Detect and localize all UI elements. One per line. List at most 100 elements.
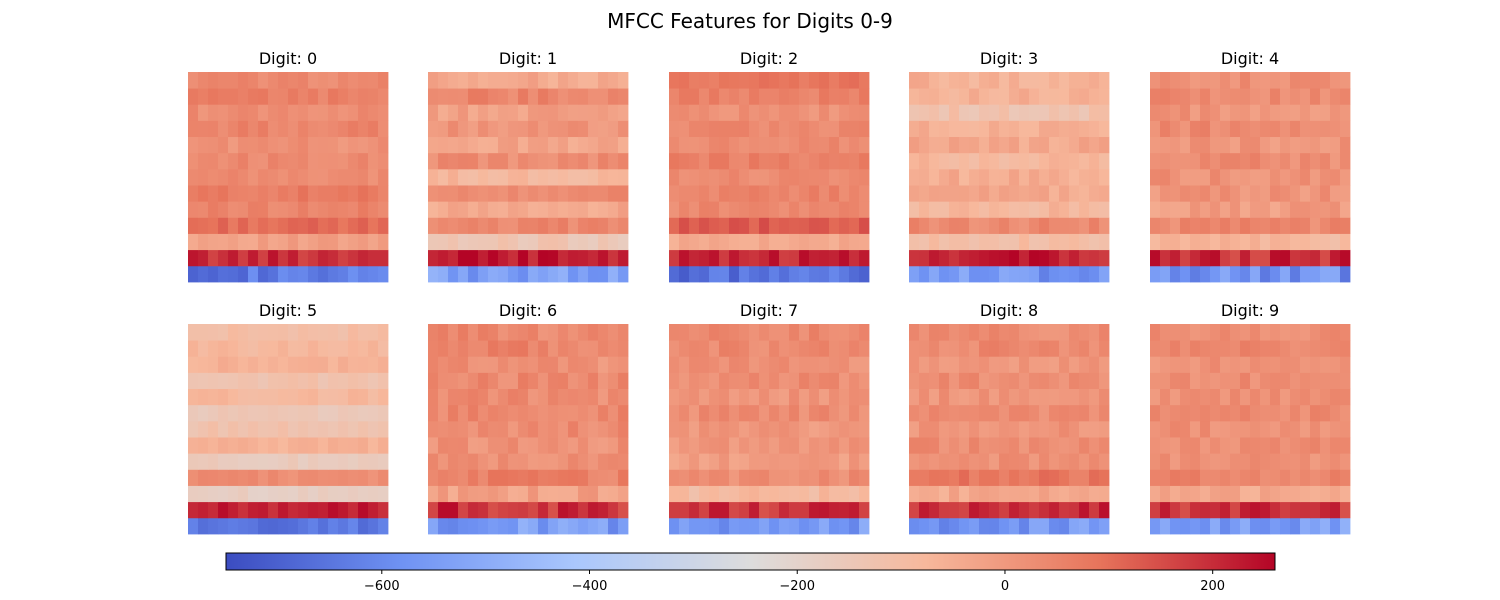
heatmap-cell [1160, 469, 1171, 486]
heatmap-cell [719, 453, 730, 470]
heatmap-cell [709, 185, 720, 202]
heatmap-cell [428, 340, 439, 357]
heatmap-cell [959, 104, 970, 121]
heatmap-cell [759, 152, 770, 170]
heatmap-cell [278, 517, 289, 535]
heatmap-cell [1059, 437, 1070, 454]
heatmap-cell [839, 437, 850, 454]
heatmap-cell [428, 88, 439, 105]
heatmap-cell [779, 485, 790, 503]
heatmap-cell [1240, 501, 1251, 519]
heatmap-cell [1250, 404, 1261, 422]
heatmap-cell [1230, 249, 1241, 267]
heatmap-cell [578, 233, 589, 251]
heatmap-cell [729, 88, 740, 105]
heatmap-cell [1230, 485, 1241, 503]
heatmap-cell [1069, 372, 1080, 390]
heatmap-cell [1099, 185, 1110, 202]
heatmap-cell [1240, 201, 1251, 218]
heatmap-cell [1019, 233, 1030, 251]
heatmap-cell [979, 340, 990, 357]
heatmap-cell [1160, 485, 1171, 503]
heatmap-cell [558, 233, 569, 251]
heatmap-cell [1039, 72, 1050, 89]
heatmap-cell [618, 340, 629, 357]
heatmap-cell [1210, 372, 1221, 390]
heatmap-cell [508, 136, 519, 154]
heatmap-cell [1039, 265, 1050, 283]
heatmap-cell [358, 501, 369, 519]
heatmap-cell [669, 265, 680, 283]
heatmap-cell [969, 88, 980, 105]
heatmap-cell [298, 517, 309, 535]
heatmap-cell [1260, 324, 1271, 341]
heatmap-cell [1029, 217, 1040, 234]
heatmap-cell [929, 437, 940, 454]
heatmap-cell [498, 265, 509, 283]
heatmap-cell [729, 265, 740, 283]
heatmap-cell [498, 104, 509, 121]
heatmap-cell [188, 517, 199, 535]
heatmap-cell [1280, 265, 1291, 283]
heatmap-cell [548, 168, 559, 186]
heatmap-cell [779, 356, 790, 373]
heatmap-cell [1290, 201, 1301, 218]
heatmap-cell [208, 104, 219, 121]
heatmap-cell [468, 136, 479, 154]
heatmap-cell [368, 136, 379, 154]
heatmap-cell [468, 152, 479, 170]
heatmap-cell [1089, 388, 1100, 406]
heatmap-cell [689, 517, 700, 535]
heatmap-cell [368, 88, 379, 105]
heatmap-cell [518, 404, 529, 422]
heatmap-cell [959, 72, 970, 89]
heatmap-cell [759, 104, 770, 121]
heatmap-cell [238, 501, 249, 519]
heatmap-cell [1069, 217, 1080, 234]
heatmap-cell [478, 324, 489, 341]
heatmap-cell [1260, 88, 1271, 105]
heatmap-cell [1290, 356, 1301, 373]
heatmap-cell [608, 420, 619, 438]
heatmap-cell [268, 517, 279, 535]
heatmap-cell [789, 404, 800, 422]
heatmap-cell [548, 501, 559, 519]
heatmap-cell [1260, 249, 1271, 267]
heatmap-cell [1250, 324, 1261, 341]
heatmap-cell [518, 136, 529, 154]
heatmap-cell [598, 517, 609, 535]
heatmap-cell [308, 249, 319, 267]
heatmap-cell [218, 404, 229, 422]
heatmap-cell [959, 356, 970, 373]
heatmap-cell [578, 201, 589, 218]
heatmap-cell [188, 372, 199, 390]
heatmap-cell [1170, 201, 1181, 218]
heatmap-cell [278, 104, 289, 121]
heatmap-cell [1019, 217, 1030, 234]
heatmap-cell [809, 88, 820, 105]
heatmap-cell [909, 104, 920, 121]
heatmap-cell [538, 201, 549, 218]
heatmap-cell [1270, 88, 1281, 105]
heatmap-cell [999, 249, 1010, 267]
heatmap-cell [1260, 217, 1271, 234]
heatmap-cell [508, 517, 519, 535]
heatmap-cell [248, 152, 259, 170]
heatmap-cell [1200, 453, 1211, 470]
heatmap-cell [308, 453, 319, 470]
heatmap-cell [949, 437, 960, 454]
heatmap-cell [288, 88, 299, 105]
heatmap-cell [298, 88, 309, 105]
heatmap-cell [729, 249, 740, 267]
heatmap-cell [598, 72, 609, 89]
heatmap-cell [1059, 420, 1070, 438]
heatmap-cell [1039, 517, 1050, 535]
heatmap-cell [1079, 217, 1090, 234]
heatmap-cell [1009, 437, 1020, 454]
heatmap-cell [679, 201, 690, 218]
heatmap-cell [288, 485, 299, 503]
heatmap-cell [1250, 104, 1261, 121]
heatmap-cell [689, 104, 700, 121]
heatmap-cell [1039, 185, 1050, 202]
heatmap-cell [719, 340, 730, 357]
